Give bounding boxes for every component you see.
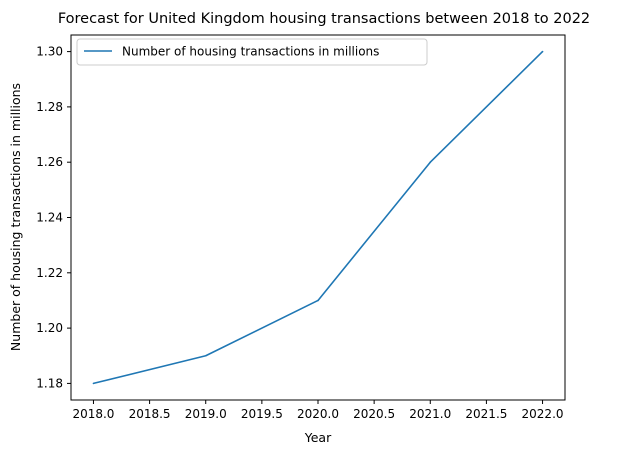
- x-tick-label: 2019.5: [241, 407, 283, 421]
- legend-entry-label: Number of housing transactions in millio…: [122, 45, 379, 59]
- x-tick-label: 2021.5: [465, 407, 507, 421]
- y-tick-label: 1.30: [36, 45, 63, 59]
- x-tick-label: 2018.0: [72, 407, 114, 421]
- y-tick-label: 1.26: [36, 155, 63, 169]
- x-tick-label: 2020.5: [353, 407, 395, 421]
- plot-area: [71, 35, 565, 400]
- y-tick-label: 1.24: [36, 211, 63, 225]
- data-point: [92, 382, 95, 385]
- data-point: [204, 354, 207, 357]
- x-tick-label: 2021.0: [409, 407, 451, 421]
- legend-box: [76, 38, 428, 66]
- y-tick-label: 1.28: [36, 100, 63, 114]
- x-axis-ticks: 2018.0 2018.5 2019.0 2019.5 2020.0 2020.5 2021…: [72, 400, 564, 421]
- y-tick-label: 1.20: [36, 321, 63, 335]
- y-tick-label: 1.22: [36, 266, 63, 280]
- x-axis-label: Year: [304, 430, 332, 445]
- data-point: [317, 299, 319, 302]
- x-tick-label: 2022.0: [522, 407, 564, 421]
- data-point: [429, 161, 432, 163]
- x-tick-label: 2018.5: [129, 407, 171, 421]
- data-point: [541, 50, 544, 53]
- x-tick-label: 2019.0: [185, 407, 227, 421]
- y-axis-ticks: 1.18 1.20 1.22 1.24 1.26 1.28 1.30: [36, 45, 71, 390]
- plot-frame: [70, 34, 566, 401]
- legend: Number of housing transactions in millio…: [76, 38, 428, 66]
- y-axis-label: Number of housing transactions in millio…: [8, 83, 23, 351]
- series-layer: [92, 50, 544, 385]
- x-tick-label: 2020.0: [297, 407, 339, 421]
- chart-title: Forecast for United Kingdom housing tran…: [58, 11, 590, 27]
- y-tick-label: 1.18: [36, 376, 63, 390]
